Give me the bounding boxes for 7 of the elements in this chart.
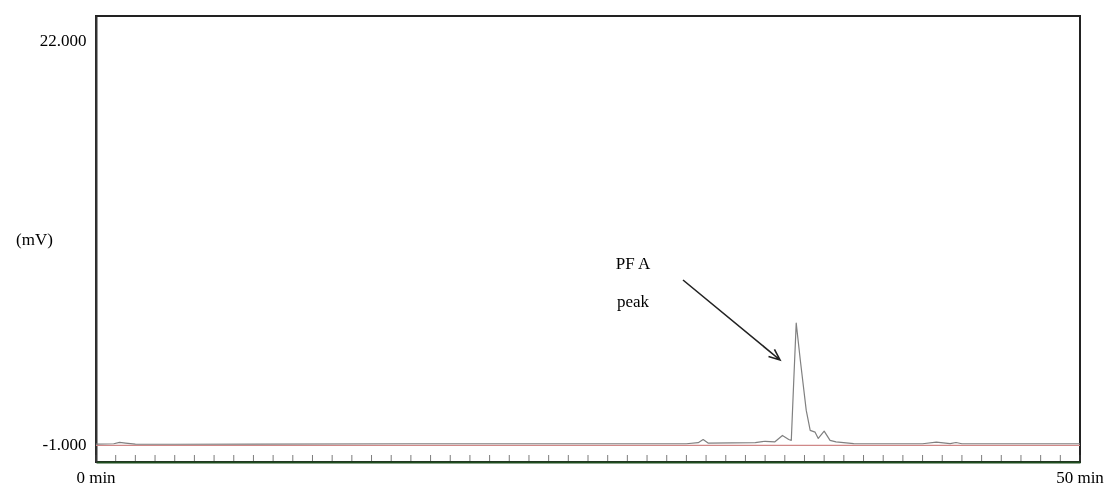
x-tick-label: 0 min [76,468,117,487]
y-tick-label: 22.000 [39,31,87,51]
y-tick-label: -1.000 [42,434,87,454]
line-series [96,322,1080,445]
x-tick-label: 50 min [1056,468,1105,487]
y-axis-title: (mV) [16,229,53,249]
annotation: PF A peak [615,254,651,311]
